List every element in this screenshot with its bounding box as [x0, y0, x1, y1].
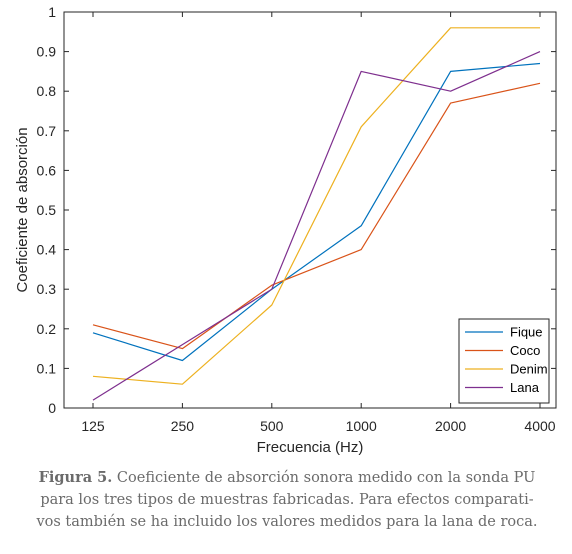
x-tick-label: 500	[260, 418, 284, 434]
y-tick-label: 0.9	[37, 44, 57, 60]
y-tick-label: 0.6	[37, 162, 57, 178]
y-tick-label: 0	[48, 400, 56, 416]
y-tick-label: 0.1	[37, 360, 57, 376]
legend-label-fique: Fique	[510, 325, 543, 340]
figure-label: Figura 5.	[38, 469, 113, 486]
absorption-chart: 0 0.1 0.2 0.3 0.4 0.5 0.6 0.7 0.8 0.9 1 125 250 500 10…	[14, 4, 557, 456]
caption-line-3: vos también se ha incluido los valores m…	[36, 514, 538, 530]
legend-label-lana: Lana	[510, 380, 540, 395]
series-layer	[92, 27, 541, 401]
x-tick-label: 250	[171, 418, 195, 434]
x-axis-title: Frecuencia (Hz)	[257, 439, 364, 456]
x-tick-label: 125	[81, 418, 105, 434]
y-tick-label: 0.4	[37, 242, 57, 258]
y-axis-title: Coeficiente de absorción	[14, 127, 31, 292]
y-tick-label: 1	[48, 4, 56, 20]
x-tick-label: 2000	[435, 418, 466, 434]
series-line-fique	[92, 62, 541, 362]
legend-box	[458, 318, 550, 404]
series-line-coco	[92, 82, 541, 350]
caption-line-1: Coeficiente de absorción sonora medido c…	[116, 470, 536, 486]
y-tick-label: 0.7	[37, 123, 57, 139]
y-tick-label: 0.8	[37, 83, 57, 99]
legend-label-denim: Denim	[510, 362, 548, 377]
y-tick-label: 0.5	[37, 202, 57, 218]
series-line-lana	[92, 51, 541, 401]
x-tick-label: 4000	[524, 418, 555, 434]
axes: 0 0.1 0.2 0.3 0.4 0.5 0.6 0.7 0.8 0.9 1 125 250 500 10…	[37, 4, 557, 434]
caption-line-2: para los tres tipos de muestras fabricad…	[40, 492, 534, 508]
legend: Fique Coco Denim Lana	[458, 318, 550, 404]
y-tick-label: 0.2	[37, 321, 57, 337]
figure-caption: Figura 5. Coeficiente de absorción sonor…	[8, 467, 566, 533]
y-tick-label: 0.3	[37, 281, 57, 297]
series-line-denim	[92, 27, 540, 385]
x-tick-label: 1000	[346, 418, 377, 434]
legend-label-coco: Coco	[510, 343, 540, 358]
